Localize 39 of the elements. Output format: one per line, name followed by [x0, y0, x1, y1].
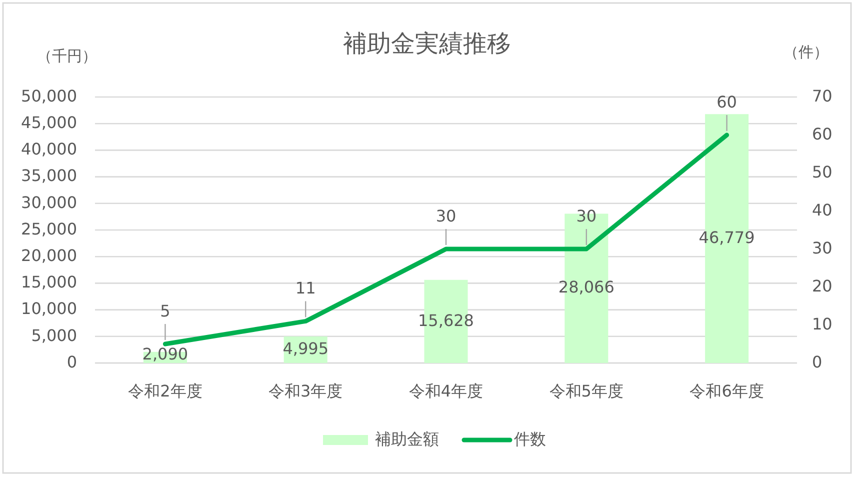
y-axis-title: （千円） [37, 47, 97, 66]
y2-tick-label: 0 [812, 352, 822, 372]
data-label: 46,779 [698, 228, 755, 247]
data-label: 2,090 [142, 344, 188, 364]
y-tick-label: 15,000 [21, 272, 77, 292]
y-tick-label: 30,000 [21, 192, 77, 212]
y2-tick-label: 50 [812, 162, 832, 182]
y-tick-label: 50,000 [21, 86, 77, 106]
y-tick-label: 45,000 [21, 112, 77, 132]
y2-tick-label: 40 [812, 200, 832, 220]
data-label: 4,995 [282, 339, 329, 358]
x-tick-label: 令和3年度 [268, 381, 343, 400]
chart-title: 補助金実績推移 [343, 30, 511, 58]
y2-tick-label: 60 [812, 124, 832, 144]
y-tick-label: 35,000 [21, 166, 77, 186]
y2-tick-label: 30 [812, 238, 832, 258]
y-tick-label: 25,000 [21, 219, 77, 238]
y-tick-label: 0 [66, 352, 77, 372]
y2-tick-label: 20 [812, 276, 832, 296]
data-label: 5 [160, 301, 170, 320]
x-tick-label: 令和5年度 [549, 381, 624, 400]
data-label: 28,066 [558, 278, 614, 297]
legend-label: 補助金額 [375, 429, 439, 448]
data-label: 30 [436, 206, 456, 226]
x-tick-label: 令和4年度 [408, 381, 484, 400]
y-tick-label: 10,000 [21, 299, 77, 318]
legend-label: 件数 [514, 429, 546, 448]
data-label: 60 [716, 92, 737, 112]
x-tick-label: 令和6年度 [690, 381, 764, 400]
y-tick-label: 5,000 [31, 326, 77, 345]
data-label: 30 [576, 206, 597, 226]
data-label: 11 [295, 278, 316, 298]
data-label: 15,628 [418, 310, 474, 330]
y-tick-label: 20,000 [21, 246, 77, 265]
y2-axis-title: （件） [784, 43, 828, 62]
y2-tick-label: 10 [812, 314, 832, 334]
x-tick-label: 令和2年度 [128, 381, 202, 400]
y-tick-label: 40,000 [21, 140, 77, 159]
y2-tick-label: 70 [812, 86, 832, 106]
